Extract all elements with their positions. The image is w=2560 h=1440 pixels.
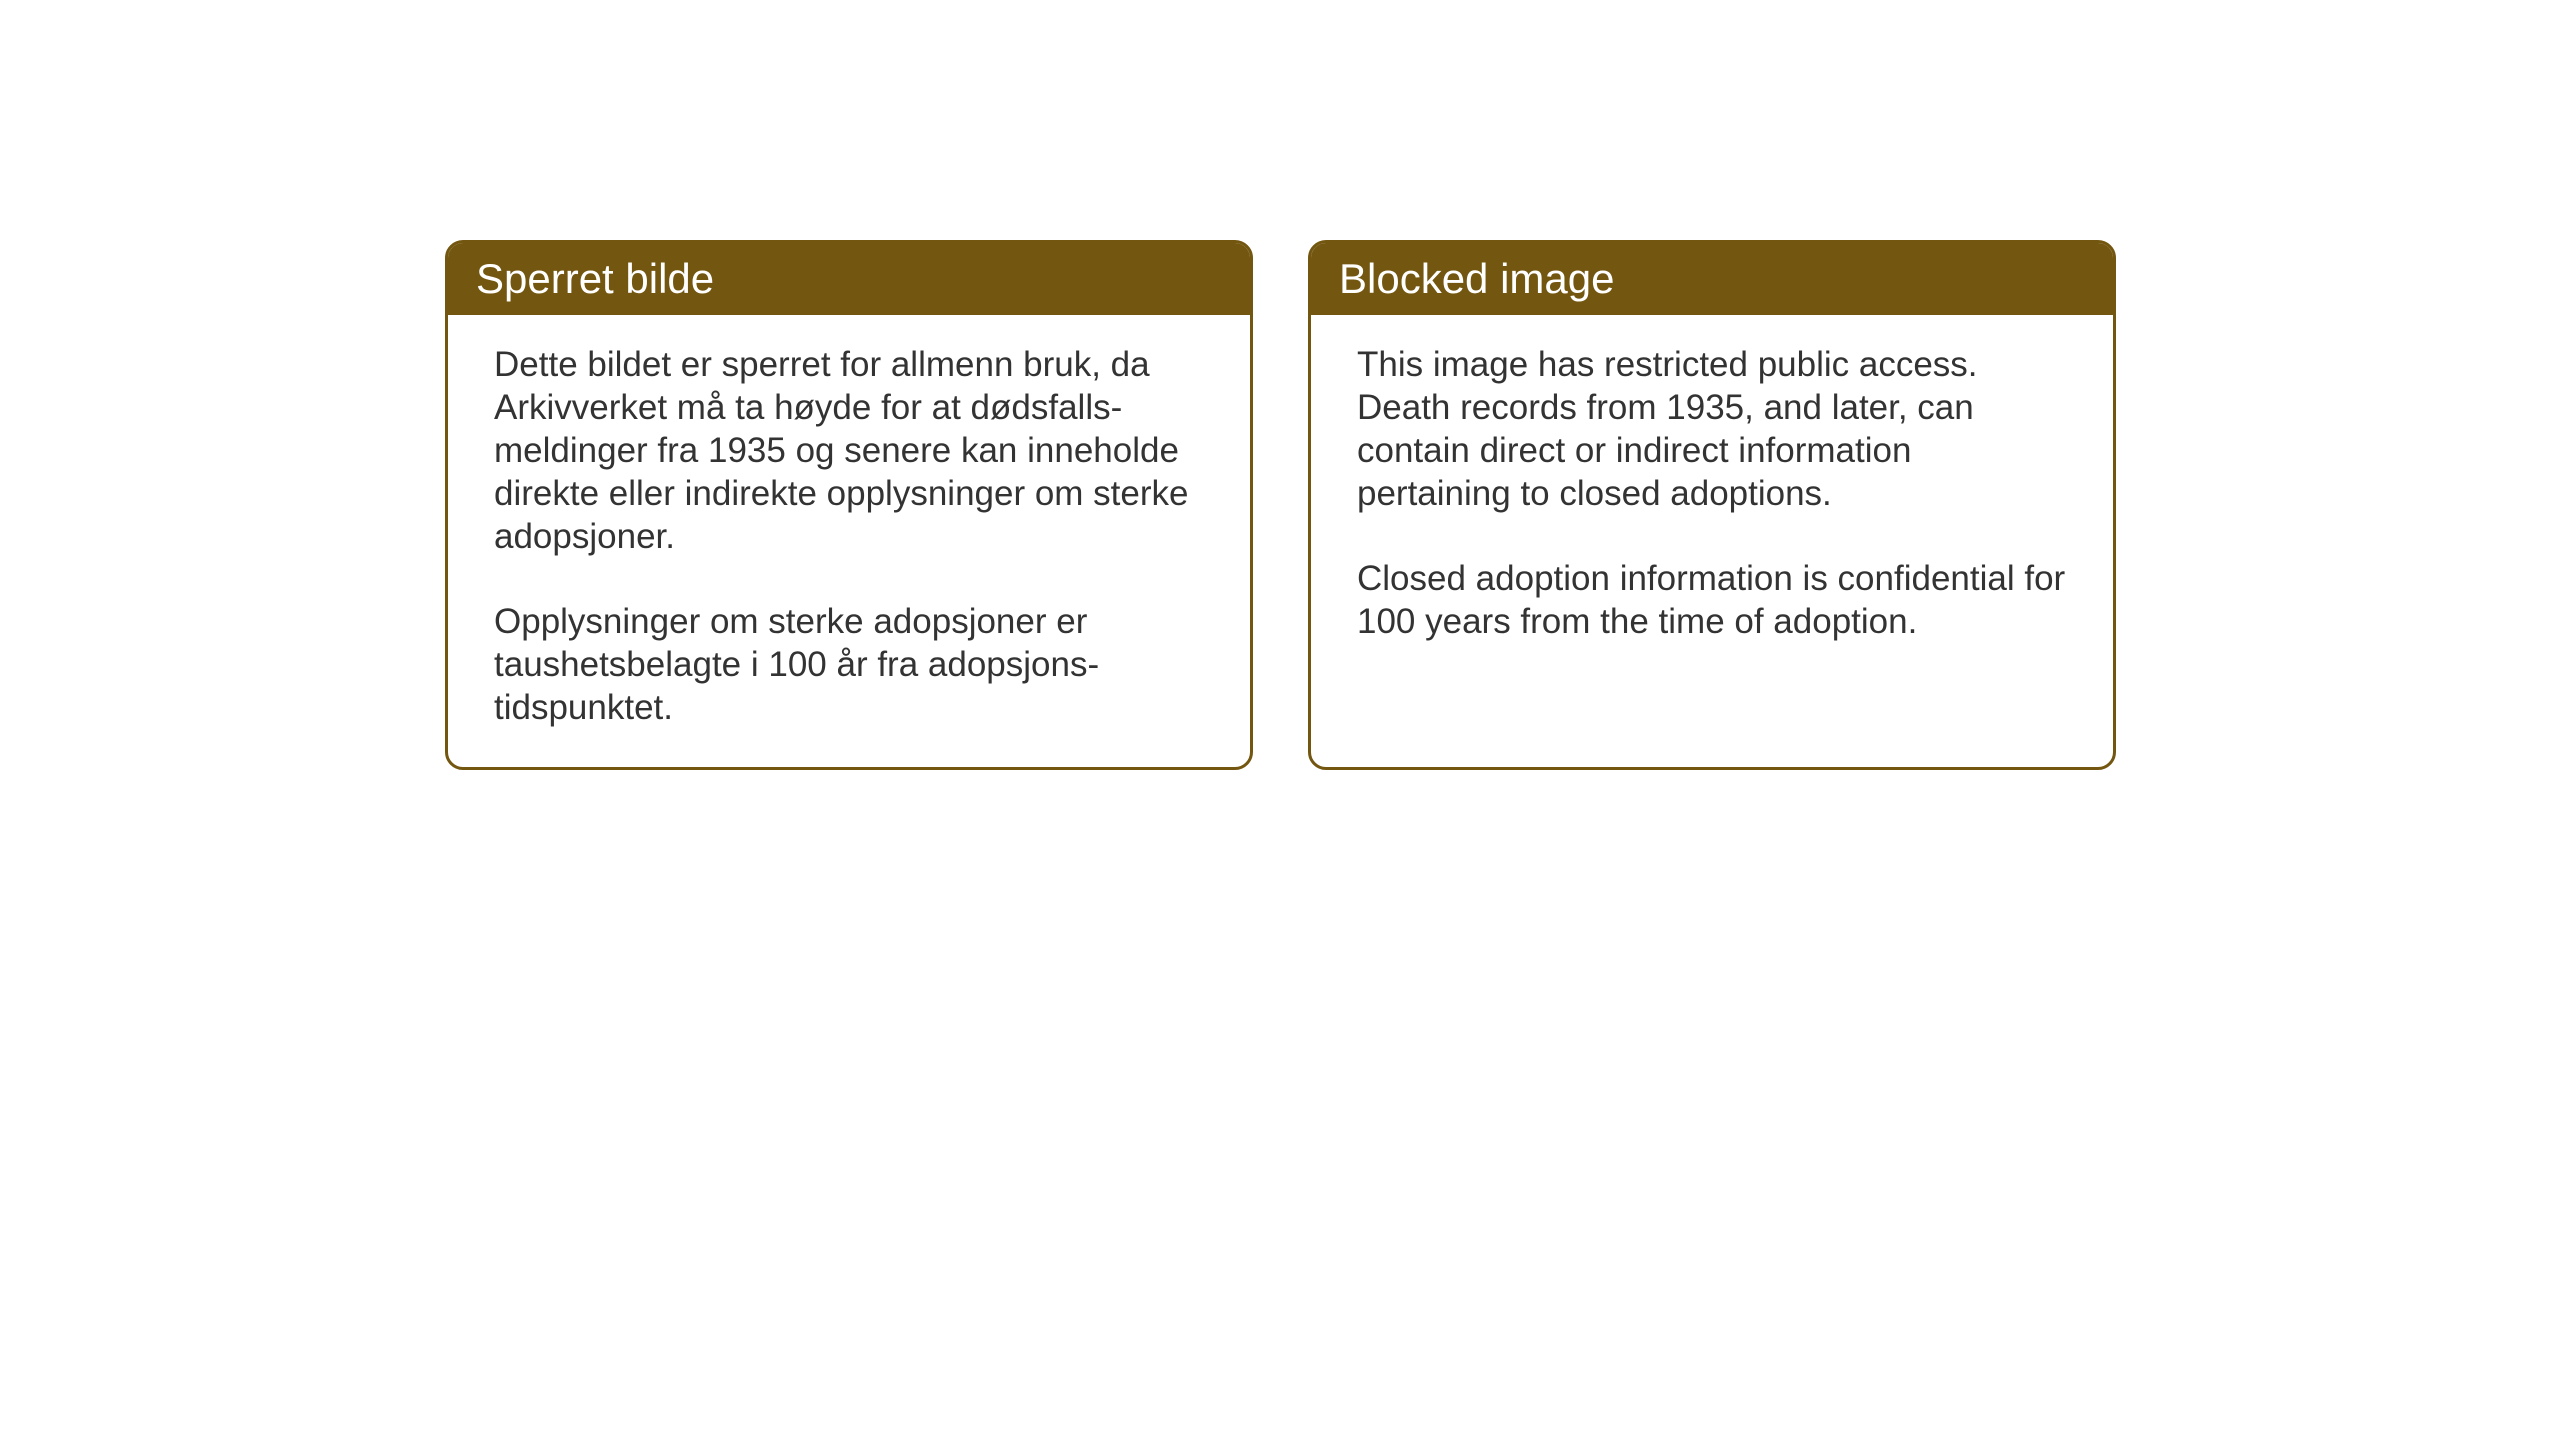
card-header-english: Blocked image	[1311, 243, 2113, 315]
card-paragraph: This image has restricted public access.…	[1357, 343, 2067, 515]
notice-card-english: Blocked image This image has restricted …	[1308, 240, 2116, 770]
card-body-english: This image has restricted public access.…	[1311, 315, 2113, 681]
card-header-norwegian: Sperret bilde	[448, 243, 1250, 315]
notice-card-norwegian: Sperret bilde Dette bildet er sperret fo…	[445, 240, 1253, 770]
card-paragraph: Opplysninger om sterke adopsjoner er tau…	[494, 600, 1204, 729]
card-body-norwegian: Dette bildet er sperret for allmenn bruk…	[448, 315, 1250, 767]
notice-cards-container: Sperret bilde Dette bildet er sperret fo…	[445, 240, 2116, 770]
card-paragraph: Dette bildet er sperret for allmenn bruk…	[494, 343, 1204, 558]
card-paragraph: Closed adoption information is confident…	[1357, 557, 2067, 643]
